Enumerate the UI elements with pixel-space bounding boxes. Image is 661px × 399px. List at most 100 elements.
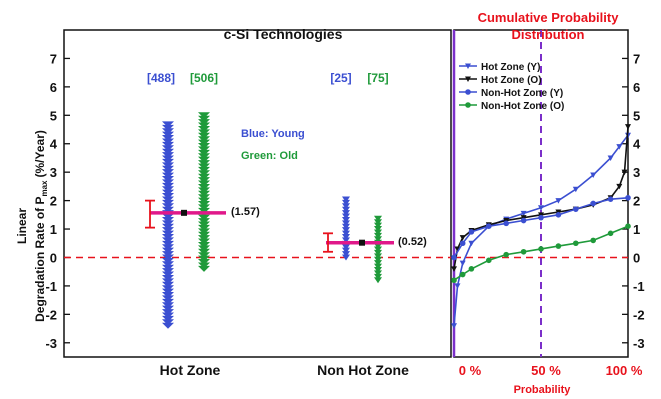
left-plot-frame — [63, 29, 452, 358]
scatter-point — [198, 170, 210, 177]
legend-marker — [465, 63, 471, 69]
scatter-point — [342, 251, 350, 258]
scatter-point — [162, 285, 174, 292]
scatter-point — [342, 199, 350, 206]
y-tick-label: 6 — [50, 80, 57, 95]
right-y-tick-label: 5 — [633, 108, 640, 123]
y-label-line2: Degradation Rate of Pmax (%/Year) — [33, 130, 49, 322]
cdf-marker — [607, 155, 614, 161]
scatter-point — [374, 273, 382, 280]
scatter-point — [198, 194, 210, 201]
cdf-marker — [451, 266, 457, 272]
right-y-tick-label: 4 — [633, 137, 641, 152]
right-title-line2: Distribution — [512, 27, 585, 42]
scatter-point — [342, 230, 350, 237]
cdf-marker — [573, 240, 579, 247]
scatter-point — [198, 180, 210, 187]
legend-label: Non-Hot Zone (O) — [481, 101, 564, 112]
cdf-marker — [590, 237, 596, 244]
scatter-point — [162, 169, 174, 176]
scatter-point — [198, 183, 210, 190]
cdf-marker — [625, 223, 631, 229]
cdf-marker — [555, 243, 562, 249]
legend-note-blue: Blue: Young — [241, 128, 305, 140]
category-hot-zone: Hot Zone — [160, 362, 221, 378]
scatter-point — [162, 145, 174, 152]
right-y-tick-label: 7 — [633, 51, 640, 66]
scatter-point — [198, 248, 210, 255]
scatter-point — [162, 216, 174, 223]
cdf-marker — [468, 266, 475, 272]
scatter-point — [162, 312, 174, 319]
scatter-point — [162, 152, 174, 159]
cdf-marker — [451, 323, 457, 329]
scatter-point — [198, 149, 210, 156]
cdf-line — [453, 134, 629, 326]
cdf-marker — [451, 254, 457, 261]
cdf-marker — [459, 260, 466, 267]
scatter-point — [198, 197, 210, 204]
scatter-point — [374, 253, 382, 260]
scatter-point — [162, 292, 174, 299]
y-tick-label: 3 — [50, 165, 57, 180]
scatter-point — [342, 244, 350, 251]
cdf-marker — [454, 246, 461, 252]
scatter-point — [374, 232, 382, 239]
scatter-point — [198, 173, 210, 180]
chart-texts: c-Si Technologies Cumulative Probability… — [15, 10, 643, 396]
scatter-point — [162, 203, 174, 210]
cdf-marker — [503, 220, 510, 227]
cdf-marker — [503, 251, 510, 258]
scatter-point — [374, 243, 382, 250]
scatter-point — [162, 227, 174, 234]
scatter-point — [342, 216, 350, 223]
cdf-marker — [590, 200, 596, 207]
scatter-point — [342, 223, 350, 230]
scatter-point — [198, 224, 210, 231]
scatter-point — [342, 213, 350, 220]
scatter-point — [162, 264, 174, 271]
scatter-point — [162, 278, 174, 285]
scatter-point — [198, 119, 210, 126]
scatter-point — [162, 220, 174, 227]
scatter-point — [198, 129, 210, 136]
scatter-point — [162, 288, 174, 295]
cdf-marker — [607, 230, 614, 237]
scatter-point — [162, 261, 174, 268]
scatter-point — [162, 128, 174, 135]
scatter-point — [198, 190, 210, 197]
y-tick-label: 5 — [50, 108, 57, 123]
scatter-point — [342, 234, 350, 241]
x-tick-100: 100 % — [606, 363, 643, 378]
scatter-point — [198, 163, 210, 170]
scatter-point — [162, 131, 174, 138]
scatter-point — [162, 124, 174, 131]
scatter-point — [342, 254, 350, 261]
scatter-point — [374, 236, 382, 243]
scatter-point — [198, 146, 210, 153]
scatter-point — [162, 257, 174, 264]
scatter-point — [162, 309, 174, 316]
scatter-point — [198, 156, 210, 163]
scatter-point — [198, 177, 210, 184]
left-panel: -3 -2 -1 0 1 2 3 4 5 6 7 — [45, 29, 452, 358]
scatter-point — [342, 196, 350, 203]
scatter-point — [162, 281, 174, 288]
right-y-tick-label: 2 — [633, 194, 640, 209]
cdf-marker — [468, 229, 475, 235]
legend-marker — [465, 89, 471, 95]
scatter-point — [198, 132, 210, 139]
scatter-point — [162, 271, 174, 278]
scatter-point — [162, 230, 174, 237]
scatter-point — [198, 255, 210, 262]
cdf-marker — [520, 248, 527, 255]
scatter-point — [162, 254, 174, 261]
cdf-marker — [625, 194, 631, 201]
scatter-point — [198, 259, 210, 266]
cdf-marker — [572, 186, 579, 193]
y-tick-label: 0 — [50, 250, 57, 265]
scatter-point — [162, 223, 174, 230]
scatter-point — [198, 235, 210, 242]
scatter-point — [198, 231, 210, 238]
